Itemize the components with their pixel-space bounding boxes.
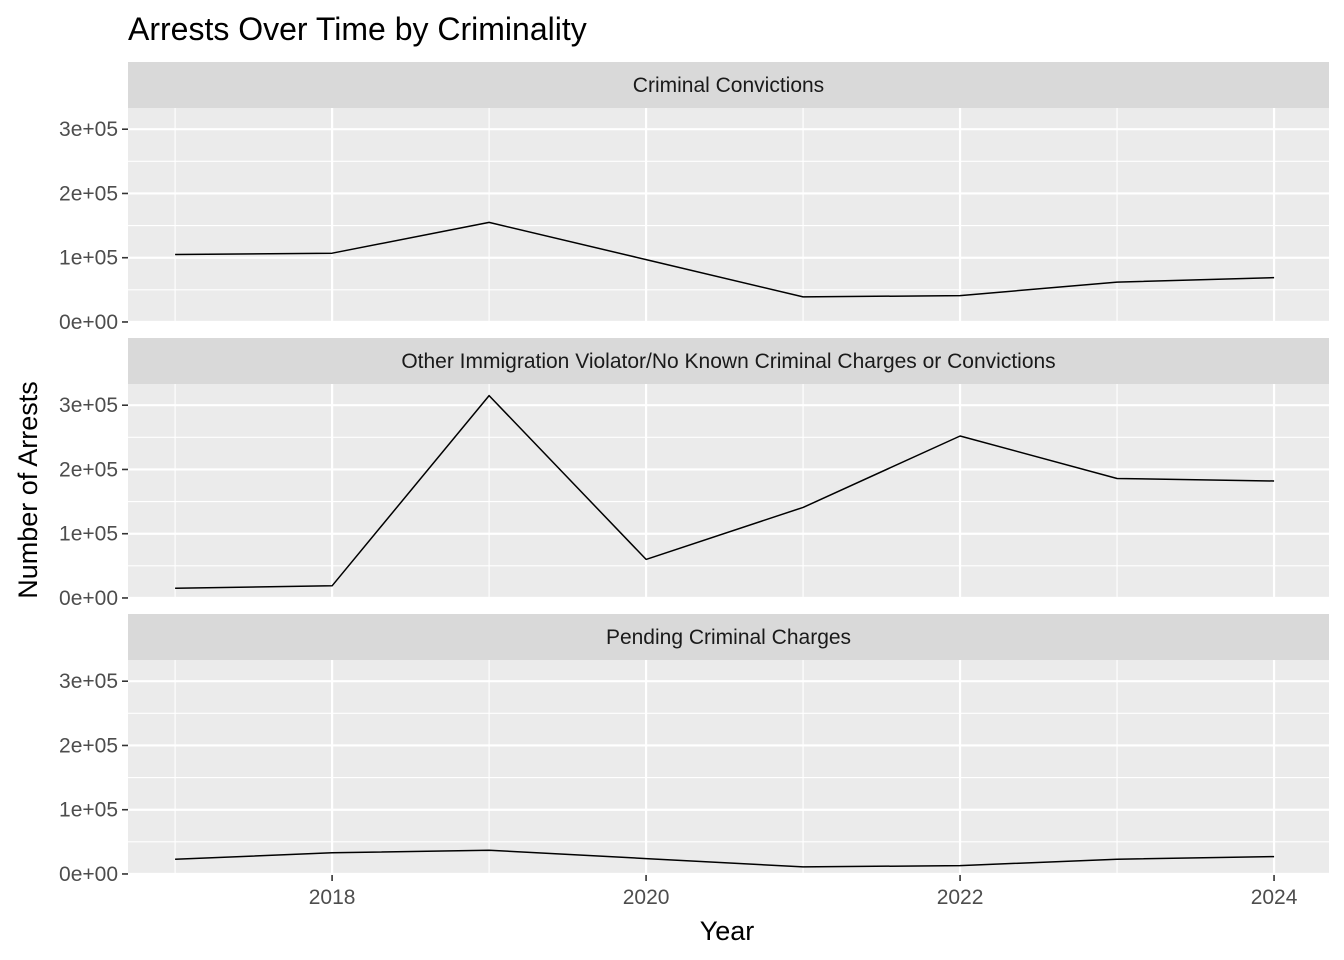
facet-strip	[128, 338, 1329, 384]
y-tick-label: 2e+05	[59, 182, 118, 205]
y-tick-label: 1e+05	[59, 247, 118, 270]
y-tick-label: 0e+00	[59, 311, 118, 334]
y-tick-label: 1e+05	[59, 799, 118, 822]
y-tick-label: 2e+05	[59, 458, 118, 481]
facet-strip-label: Other Immigration Violator/No Known Crim…	[401, 350, 1055, 373]
x-tick-label: 2024	[1251, 886, 1298, 909]
y-axis-title: Number of Arrests	[13, 381, 43, 599]
x-axis-title: Year	[700, 916, 755, 946]
series-line	[175, 849, 1275, 868]
y-tick-label: 1e+05	[59, 523, 118, 546]
facet-panel: Criminal Convictions 0e+00 1e+05 2e+05 3e+05	[59, 62, 1329, 334]
facet-strip-label: Criminal Convictions	[633, 74, 824, 97]
y-tick-label: 0e+00	[59, 863, 118, 886]
facet-strip	[128, 614, 1329, 660]
x-tick-label: 2022	[937, 886, 984, 909]
y-tick-label: 3e+05	[59, 394, 118, 417]
series-line	[175, 221, 1275, 298]
panel-background	[128, 108, 1329, 323]
panel-background	[128, 384, 1329, 599]
y-tick-label: 3e+05	[59, 670, 118, 693]
y-tick-label: 0e+00	[59, 587, 118, 610]
x-axis: 2018 2020 2022 2024	[309, 875, 1298, 909]
facet-panel: Other Immigration Violator/No Known Crim…	[59, 338, 1329, 610]
x-tick-label: 2018	[309, 886, 356, 909]
panel-background	[128, 660, 1329, 875]
x-tick-label: 2020	[623, 886, 670, 909]
chart-title: Arrests Over Time by Criminality	[128, 11, 587, 47]
facet-panel: Pending Criminal Charges 0e+00 1e+05 2e+05 3…	[59, 614, 1329, 886]
facet-panels: Criminal Convictions 0e+00 1e+05 2e+05 3e+05…	[59, 62, 1329, 886]
facet-strip-label: Pending Criminal Charges	[606, 626, 851, 649]
y-tick-label: 2e+05	[59, 734, 118, 757]
facet-strip	[128, 62, 1329, 108]
y-tick-label: 3e+05	[59, 118, 118, 141]
series-line	[175, 394, 1275, 590]
